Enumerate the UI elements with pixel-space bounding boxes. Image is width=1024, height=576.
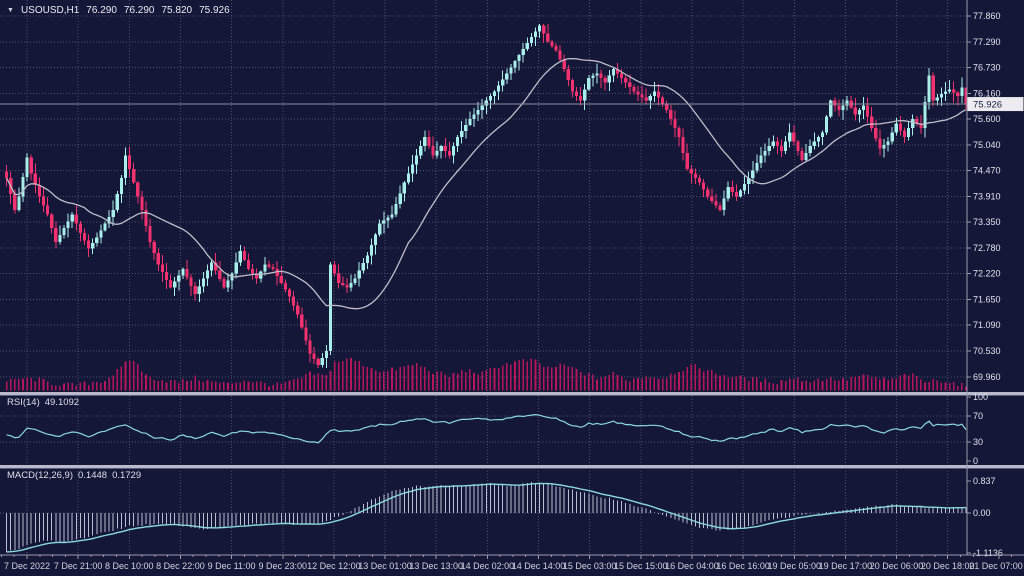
price-tick-label: 77.860 (973, 11, 1001, 21)
collapse-indicator-icon[interactable]: ▼ (7, 7, 14, 14)
time-tick-label: 7 Dec 2022 (4, 561, 50, 571)
price-tick-label: 70.530 (973, 346, 1001, 356)
moving-average-line (6, 57, 967, 310)
macd-indicator-label: MACD(12,26,9) 0.1448 0.1729 (7, 470, 146, 481)
time-tick-label: 8 Dec 22:00 (156, 561, 205, 571)
time-tick-label: 20 Dec 06:00 (870, 561, 924, 571)
rsi-line (6, 413, 967, 444)
macd-scale-label: 0.00 (973, 508, 991, 518)
time-tick-label: 14 Dec 14:00 (512, 561, 566, 571)
price-tick-label: 76.160 (973, 88, 1001, 98)
time-axis[interactable]: 7 Dec 2022 7 Dec 21:00 8 Dec 10:00 8 Dec 22… (0, 554, 1024, 571)
time-tick-label: 13 Dec 13:00 (409, 561, 463, 571)
macd-name: MACD(12,26,9) (7, 470, 73, 481)
current-price-value: 75.926 (973, 100, 1002, 111)
price-axis[interactable]: 77.860 77.290 76.730 76.160 75.600 75.040 74.4… (966, 0, 1003, 558)
price-tick-label: 72.780 (973, 243, 1001, 253)
price-tick-label: 77.290 (973, 37, 1001, 47)
time-tick-label: 20 Dec 18:00 (921, 561, 975, 571)
time-tick-label: 14 Dec 02:00 (461, 561, 515, 571)
price-tick-label: 75.600 (973, 114, 1001, 124)
main-rsi-separator[interactable] (0, 392, 1024, 396)
price-tick-label: 74.470 (973, 166, 1001, 176)
price-tick-label: 75.040 (973, 140, 1001, 150)
current-price-tag: 75.926 (967, 97, 1024, 112)
candlesticks (5, 23, 968, 368)
rsi-scale-label: 100 (973, 392, 988, 402)
price-tick-label: 73.350 (973, 217, 1001, 227)
open-value: 76.290 (86, 5, 117, 16)
time-tick-label: 19 Dec 17:00 (819, 561, 873, 571)
price-tick-label: 71.650 (973, 294, 1001, 304)
rsi-scale-label: 70 (973, 411, 983, 421)
price-tick-label: 73.910 (973, 191, 1001, 201)
macd-signal-line (6, 482, 967, 553)
macd-scale-label: -1.1136 (973, 548, 1003, 558)
gridlines (0, 0, 967, 555)
high-value: 76.290 (123, 5, 155, 16)
time-tick-label: 16 Dec 16:00 (716, 561, 770, 571)
time-tick-label: 15 Dec 15:00 (614, 561, 668, 571)
volume-bars (5, 358, 967, 391)
price-tick-label: 72.220 (973, 269, 1001, 279)
symbol-ohlc-header: ▼ USOUSD,H1 76.290 76.290 75.820 75.926 (7, 5, 230, 16)
time-tick-label: 9 Dec 23:00 (258, 561, 307, 571)
rsi-macd-separator[interactable] (0, 465, 1024, 469)
time-tick-label: 15 Dec 03:00 (563, 561, 617, 571)
time-tick-label: 7 Dec 21:00 (54, 561, 103, 571)
rsi-indicator-label: RSI(14) 49.1092 (7, 397, 84, 408)
rsi-name: RSI(14) (7, 397, 40, 408)
time-tick-label: 21 Dec 07:00 (969, 561, 1023, 571)
low-value: 75.820 (161, 5, 193, 16)
time-tick-label: 19 Dec 05:00 (767, 561, 821, 571)
rsi-value: 49.1092 (44, 397, 80, 408)
time-tick-label: 9 Dec 11:00 (208, 561, 256, 571)
time-tick-label: 8 Dec 10:00 (105, 561, 154, 571)
rsi-scale-label: 30 (973, 437, 983, 447)
symbol-label: USOUSD,H1 (20, 5, 80, 16)
rsi-scale-label: 0 (973, 456, 978, 466)
price-tick-label: 76.730 (973, 63, 1001, 73)
time-tick-label: 12 Dec 12:00 (307, 561, 361, 571)
macd-main-value: 0.1448 (78, 470, 108, 481)
price-tick-label: 71.090 (973, 320, 1001, 330)
time-tick-label: 13 Dec 01:00 (358, 561, 412, 571)
macd-scale-label: 0.837 (973, 476, 996, 486)
close-value: 75.926 (199, 5, 230, 16)
price-tick-label: 69.960 (973, 372, 1001, 382)
macd-signal-value: 0.1729 (112, 470, 142, 481)
time-tick-label: 16 Dec 04:00 (665, 561, 719, 571)
